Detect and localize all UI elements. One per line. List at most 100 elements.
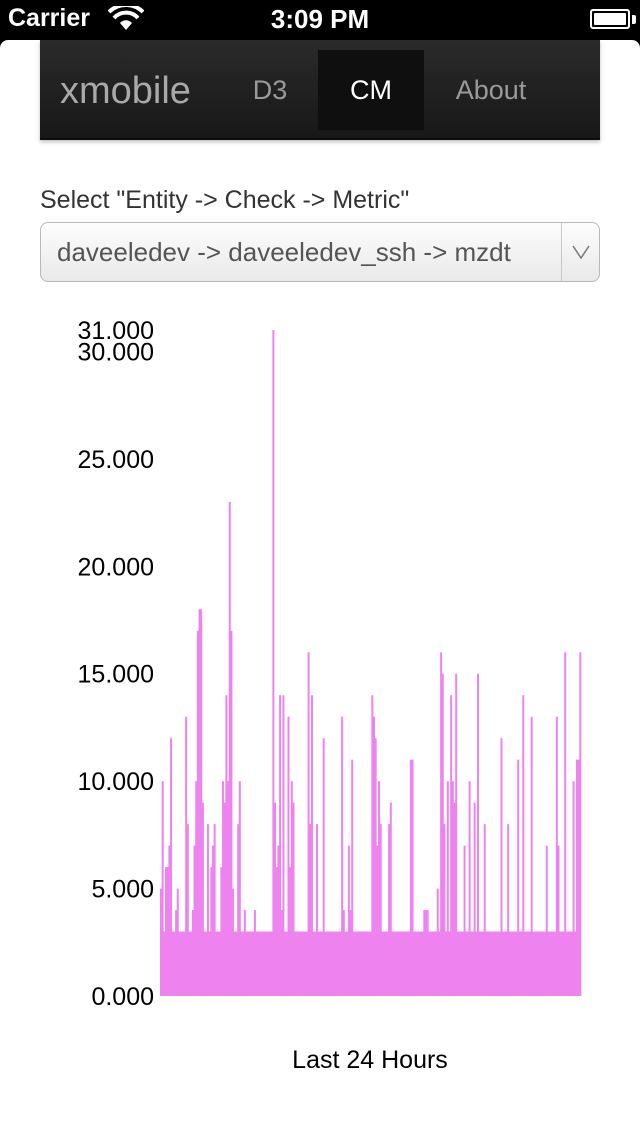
chart-bar	[201, 802, 204, 996]
chart-bar	[475, 931, 478, 996]
chart-bar	[575, 759, 578, 996]
chart-bar	[389, 802, 392, 996]
chart-bar	[203, 931, 206, 996]
chart-bar	[195, 781, 198, 996]
chart-bar	[456, 931, 459, 996]
chart-bar	[198, 609, 201, 996]
brand-title[interactable]: xmobile	[60, 70, 191, 112]
chevron-down-icon[interactable]	[561, 223, 599, 281]
chart-bar	[173, 931, 176, 996]
chart-bar	[383, 931, 386, 996]
chart-bar	[218, 931, 221, 996]
chart-bar	[381, 931, 384, 996]
chart-bar	[539, 931, 542, 996]
chart-bar	[530, 716, 533, 996]
chart-bar	[185, 716, 188, 996]
chart-bar	[520, 931, 523, 996]
chart-bar	[532, 931, 535, 996]
chart-bar	[498, 931, 501, 996]
chart-bar	[564, 652, 567, 996]
chart-bar	[357, 931, 360, 996]
chart-bar	[242, 931, 245, 996]
chart-bar	[233, 931, 236, 996]
chart-bar	[295, 931, 298, 996]
chart-bar	[253, 910, 256, 996]
wifi-icon	[108, 6, 144, 30]
x-axis-title: Last 24 Hours	[292, 1046, 448, 1074]
chart-bar	[317, 931, 320, 996]
chart-bar	[430, 931, 433, 996]
chart-bar	[408, 931, 411, 996]
chart-bar	[294, 931, 297, 996]
chart-bar	[534, 931, 537, 996]
chart-bar	[170, 738, 173, 996]
chart-bar	[299, 931, 302, 996]
metric-select[interactable]: daveeledev -> daveeledev_ssh -> mzdt	[40, 222, 600, 282]
chart-bar	[188, 931, 191, 996]
chart-bar	[441, 673, 444, 996]
chart-bar	[423, 910, 426, 996]
chart-bar	[168, 845, 171, 996]
chart-bar	[445, 931, 448, 996]
chart-bar	[492, 931, 495, 996]
chart-bar	[196, 630, 199, 996]
chart-bar	[322, 738, 325, 996]
chart-bar	[277, 845, 280, 996]
chart-bar	[332, 931, 335, 996]
chart-bar	[416, 931, 419, 996]
chart-bar	[477, 673, 479, 996]
chart-bar	[485, 931, 488, 996]
chart-bar	[560, 931, 563, 996]
chart-bar	[473, 802, 476, 996]
chart-bar	[403, 931, 406, 996]
chart-bar	[428, 931, 431, 996]
chart-bar	[280, 910, 283, 996]
battery-nub	[632, 15, 636, 24]
chart-bar	[393, 931, 396, 996]
chart-bar	[230, 630, 233, 996]
chart-bar	[458, 931, 461, 996]
chart-bar	[238, 781, 241, 996]
chart-bar	[339, 931, 342, 996]
chart-bar	[562, 931, 565, 996]
chart-bar	[180, 931, 183, 996]
tab-about[interactable]: About	[455, 74, 527, 105]
chart-bar	[480, 931, 483, 996]
chart-bar	[425, 910, 427, 996]
chart-bar	[334, 931, 337, 996]
chart-bar	[391, 931, 394, 996]
chart-bar	[559, 931, 562, 996]
chart-bar	[527, 931, 530, 996]
chart-bar	[510, 931, 513, 996]
chart-bar	[364, 931, 367, 996]
chart-bar	[537, 931, 540, 996]
chart-bar	[396, 931, 399, 996]
chart-bar	[258, 931, 261, 996]
chart-bar	[577, 759, 580, 996]
chart-bar	[336, 931, 339, 996]
chart-bar	[522, 695, 525, 996]
chart-bar	[451, 781, 454, 996]
chart-bar	[274, 802, 277, 996]
tab-cm[interactable]: CM	[318, 50, 424, 130]
chart-bar	[488, 931, 491, 996]
chart-bar	[567, 931, 570, 996]
battery-icon	[590, 9, 630, 29]
chart-bar	[554, 931, 557, 996]
chart-bar	[245, 931, 248, 996]
chart-bar	[321, 931, 323, 996]
chart-bar	[421, 931, 424, 996]
chart-bar	[205, 931, 208, 996]
chart-bar	[222, 781, 225, 996]
chart-bar	[507, 824, 510, 996]
chart-bar	[376, 845, 379, 996]
chart-bar	[579, 652, 582, 996]
chart-bar	[257, 931, 260, 996]
chart-bar	[190, 931, 193, 996]
chart-bar	[260, 931, 263, 996]
tab-d3[interactable]: D3	[252, 74, 288, 105]
chart-bar	[270, 931, 273, 996]
chart-bar	[518, 931, 521, 996]
chart-bar	[399, 931, 402, 996]
chart-bar	[324, 931, 327, 996]
